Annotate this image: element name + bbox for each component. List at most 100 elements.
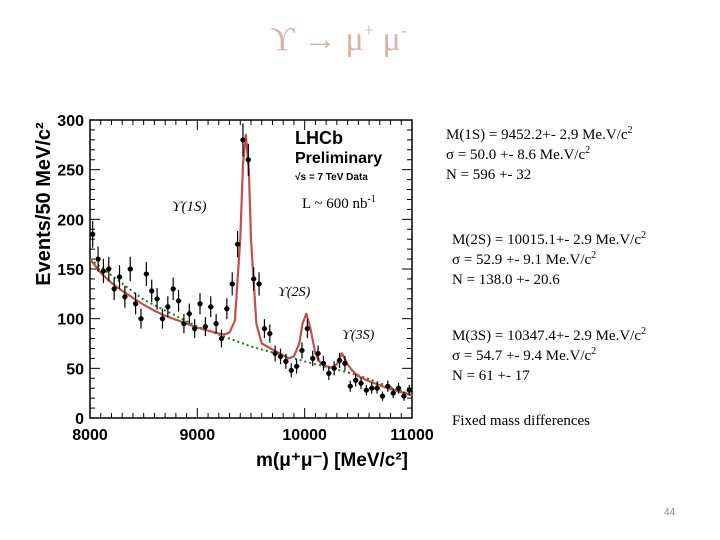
legend-title: LHCb bbox=[295, 128, 343, 148]
data-point bbox=[175, 289, 182, 312]
point-marker bbox=[304, 326, 310, 332]
luminosity-label: L ~ 600 nb-1 bbox=[302, 194, 376, 213]
data-point bbox=[154, 287, 160, 310]
x-tick-label: 8000 bbox=[72, 427, 108, 444]
fit-1s-count: N = 596 +- 32 bbox=[446, 167, 532, 183]
peak-label-1s: ϒ(1S) bbox=[172, 199, 207, 215]
point-marker bbox=[283, 358, 289, 364]
data-point bbox=[106, 256, 112, 282]
point-marker bbox=[401, 393, 407, 399]
point-marker bbox=[149, 288, 155, 294]
data-point bbox=[385, 380, 391, 392]
point-marker bbox=[165, 304, 171, 310]
fit-result-3s: M(3S) = 10347.4+- 2.9 Me.V/c2 σ = 54.7 +… bbox=[452, 326, 646, 386]
point-marker bbox=[122, 294, 128, 300]
fit-3s-count: N = 61 +- 17 bbox=[452, 368, 530, 384]
point-marker bbox=[267, 330, 273, 337]
point-marker bbox=[245, 157, 251, 163]
y-tick-label: 100 bbox=[57, 312, 84, 329]
y-axis-label: Events/50 MeV/c² bbox=[33, 122, 55, 286]
point-marker bbox=[159, 316, 166, 322]
point-marker bbox=[369, 385, 375, 391]
point-marker bbox=[186, 311, 192, 317]
fit-2s-sigma: σ = 52.9 +- 9.1 Me.V/c2 bbox=[452, 250, 597, 269]
data-point bbox=[143, 262, 150, 286]
point-marker bbox=[229, 281, 235, 287]
data-point bbox=[116, 265, 123, 289]
data-point bbox=[202, 317, 209, 337]
data-point bbox=[181, 313, 187, 334]
fit-1s-sigma: σ = 50.0 +- 8.6 Me.V/c2 bbox=[446, 145, 591, 164]
data-point bbox=[197, 293, 203, 315]
point-marker bbox=[277, 353, 284, 360]
point-marker bbox=[90, 231, 96, 237]
data-point bbox=[288, 363, 294, 378]
x-axis-label: m(μ⁺μ⁻) [MeV/c²] bbox=[256, 450, 408, 471]
fit-layer bbox=[89, 133, 413, 397]
point-marker bbox=[320, 360, 327, 366]
data-point bbox=[213, 313, 219, 334]
legend-energy: √s = 7 TeV Data bbox=[295, 172, 368, 183]
fixed-mass-note: Fixed mass differences bbox=[452, 413, 591, 429]
point-marker bbox=[358, 380, 364, 386]
data-point bbox=[331, 361, 337, 376]
fit-result-1s: M(1S) = 9452.2+- 2.9 Me.V/c2 σ = 50.0 +-… bbox=[446, 125, 633, 185]
data-point bbox=[299, 342, 305, 359]
data-point bbox=[369, 382, 375, 394]
data-point bbox=[127, 256, 133, 282]
data-point bbox=[234, 231, 241, 258]
data-point bbox=[310, 350, 316, 367]
peak-label-2s: ϒ(2S) bbox=[278, 285, 311, 300]
data-point bbox=[304, 319, 311, 339]
data-point bbox=[293, 359, 300, 374]
data-point bbox=[395, 382, 402, 394]
point-marker bbox=[331, 365, 337, 371]
data-point bbox=[390, 388, 396, 399]
point-marker bbox=[251, 276, 257, 282]
point-marker bbox=[116, 274, 123, 280]
point-marker bbox=[224, 306, 230, 312]
data-point bbox=[347, 380, 353, 392]
data-point bbox=[138, 308, 144, 329]
y-tick-label: 0 bbox=[75, 411, 84, 428]
data-point bbox=[165, 296, 171, 318]
axes: 8000 9000 10000 11000 0 50 100 150 200 250 300 bbox=[57, 113, 434, 444]
data-point bbox=[406, 384, 412, 396]
y-tick-label: 200 bbox=[57, 212, 84, 229]
y-tick-label: 50 bbox=[66, 361, 84, 378]
data-points bbox=[90, 123, 412, 401]
slide-title: ϒ → μ+ μ- bbox=[270, 20, 407, 58]
point-marker bbox=[106, 266, 112, 272]
data-point bbox=[229, 272, 235, 296]
x-tick-label: 9000 bbox=[180, 427, 216, 444]
data-point bbox=[111, 277, 117, 301]
data-point bbox=[132, 293, 139, 315]
data-point bbox=[315, 345, 321, 362]
data-point bbox=[358, 377, 364, 390]
data-point bbox=[320, 355, 327, 371]
point-marker bbox=[395, 385, 402, 391]
point-marker bbox=[234, 241, 241, 247]
data-point bbox=[122, 285, 128, 308]
point-marker bbox=[385, 383, 391, 389]
fit-2s-count: N = 138.0 +- 20.6 bbox=[452, 272, 560, 288]
point-marker bbox=[363, 387, 369, 393]
data-point bbox=[186, 303, 192, 324]
data-point bbox=[159, 308, 166, 329]
point-marker bbox=[315, 350, 321, 357]
point-marker bbox=[256, 281, 262, 287]
y-tick-label: 300 bbox=[57, 113, 84, 130]
point-marker bbox=[181, 321, 187, 327]
point-marker bbox=[202, 324, 208, 330]
point-marker bbox=[390, 390, 396, 396]
x-tick-label: 10000 bbox=[282, 427, 327, 444]
point-marker bbox=[374, 385, 380, 391]
point-marker bbox=[138, 316, 144, 322]
data-point bbox=[326, 366, 332, 380]
point-marker bbox=[342, 360, 348, 366]
data-point bbox=[149, 279, 155, 303]
point-marker bbox=[127, 266, 133, 272]
peak-label-3s: ϒ(3S) bbox=[342, 328, 375, 343]
fit-result-2s: M(2S) = 10015.1+- 2.9 Me.V/c2 σ = 52.9 +… bbox=[452, 230, 646, 290]
